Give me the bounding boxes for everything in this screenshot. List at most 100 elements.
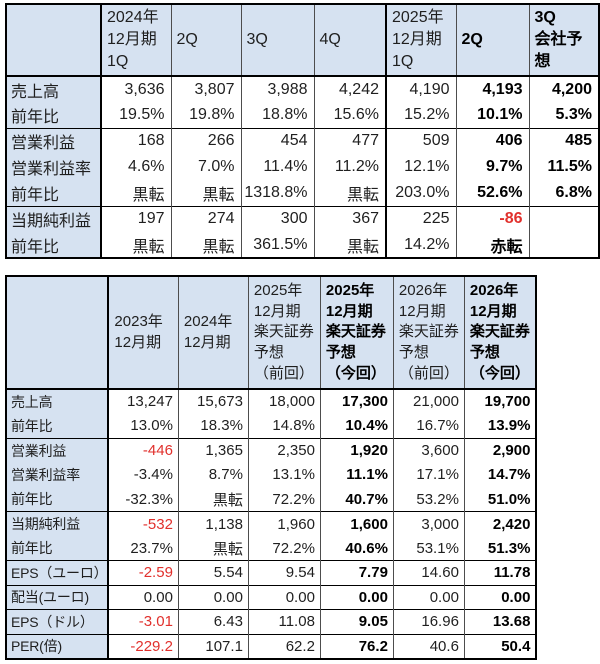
value-cell: 13.68 bbox=[463, 609, 537, 635]
value-cell: 0.00 bbox=[392, 584, 465, 610]
table-row: 売上高 13,247 15,673 18,000 17,300 21,000 19,700 bbox=[6, 388, 537, 414]
value-cell: 509 bbox=[385, 127, 456, 155]
value-cell: -446 bbox=[107, 437, 179, 463]
value-cell: 51.0% bbox=[463, 487, 537, 512]
row-label: 前年比 bbox=[6, 102, 102, 129]
value-cell: 黒転 bbox=[170, 180, 241, 207]
value-cell: 13.9% bbox=[463, 413, 537, 439]
value-cell: 黒転 bbox=[177, 536, 249, 561]
value-cell: 361.5% bbox=[240, 232, 314, 259]
value-cell: 14.60 bbox=[392, 560, 465, 586]
value-cell: 5.3% bbox=[528, 102, 599, 129]
value-cell: 10.4% bbox=[319, 413, 394, 439]
row-label: 営業利益 bbox=[6, 127, 102, 155]
table-row: 前年比 黒転 黒転 1318.8% 黒転 203.0% 52.6% 6.8% bbox=[6, 180, 599, 207]
value-cell: 454 bbox=[240, 127, 314, 155]
row-label: 当期純利益 bbox=[6, 511, 110, 537]
value-cell: 367 bbox=[313, 205, 386, 233]
value-cell: 52.6% bbox=[455, 180, 529, 207]
value-cell: 1,920 bbox=[319, 437, 394, 463]
value-cell: 0.00 bbox=[247, 584, 321, 610]
value-cell: 274 bbox=[170, 205, 241, 233]
row-label: 配当(ユーロ) bbox=[6, 584, 110, 610]
value-cell: 11.78 bbox=[463, 560, 537, 586]
value-cell: 黒転 bbox=[170, 232, 241, 259]
value-cell: 4,242 bbox=[313, 75, 386, 103]
column-header: 2026年 12月期 楽天証券 予想 （前回） bbox=[392, 276, 465, 390]
value-cell: 19,700 bbox=[463, 388, 537, 414]
table-row: 売上高 3,636 3,807 3,988 4,242 4,190 4,193 4,200 bbox=[6, 75, 599, 103]
value-cell: 14.2% bbox=[385, 232, 456, 259]
value-cell: 4.6% bbox=[100, 154, 171, 181]
value-cell: 17,300 bbox=[319, 388, 394, 414]
value-cell: 50.4 bbox=[463, 633, 537, 659]
column-header: 2025年 12月期 1Q bbox=[385, 4, 456, 77]
table-row: 前年比 23.7% 黒転 72.2% 40.6% 53.1% 51.3% bbox=[6, 536, 537, 561]
value-cell: 18,000 bbox=[247, 388, 321, 414]
value-cell: 黒転 bbox=[100, 180, 171, 207]
value-cell: 1,960 bbox=[247, 511, 321, 537]
value-cell: -3.01 bbox=[107, 609, 179, 635]
table-row: 営業利益率 -3.4% 8.7% 13.1% 11.1% 17.1% 14.7% bbox=[6, 462, 537, 488]
value-cell: 0.00 bbox=[319, 584, 394, 610]
value-cell: 12.1% bbox=[385, 154, 456, 181]
value-cell: 53.2% bbox=[392, 487, 465, 512]
value-cell: 62.2 bbox=[247, 633, 321, 659]
row-label: 営業利益率 bbox=[6, 154, 102, 181]
corner-cell bbox=[6, 276, 110, 390]
value-cell: 16.7% bbox=[392, 413, 465, 439]
value-cell: 406 bbox=[455, 127, 529, 155]
value-cell: 9.7% bbox=[455, 154, 529, 181]
value-cell: 15.2% bbox=[385, 102, 456, 129]
value-cell: 72.2% bbox=[247, 536, 321, 561]
value-cell: 14.8% bbox=[247, 413, 321, 439]
value-cell: 477 bbox=[313, 127, 386, 155]
value-cell: 13,247 bbox=[107, 388, 179, 414]
table-row: 前年比 19.5% 19.8% 18.8% 15.6% 15.2% 10.1% 5.3% bbox=[6, 102, 599, 129]
value-cell bbox=[528, 205, 599, 233]
table-row: 前年比 13.0% 18.3% 14.8% 10.4% 16.7% 13.9% bbox=[6, 413, 537, 439]
value-cell: 53.1% bbox=[392, 536, 465, 561]
value-cell: -86 bbox=[455, 205, 529, 233]
row-label: 前年比 bbox=[6, 536, 110, 561]
value-cell: 266 bbox=[170, 127, 241, 155]
value-cell: 14.7% bbox=[463, 462, 537, 488]
value-cell: 13.1% bbox=[247, 462, 321, 488]
value-cell: 9.54 bbox=[247, 560, 321, 586]
value-cell: 7.79 bbox=[319, 560, 394, 586]
value-cell: 21,000 bbox=[392, 388, 465, 414]
table-row: 営業利益 168 266 454 477 509 406 485 bbox=[6, 127, 599, 155]
value-cell: 10.1% bbox=[455, 102, 529, 129]
value-cell: 4,193 bbox=[455, 75, 529, 103]
value-cell: 0.00 bbox=[107, 584, 179, 610]
value-cell: -229.2 bbox=[107, 633, 179, 659]
value-cell: 6.43 bbox=[177, 609, 249, 635]
value-cell: 225 bbox=[385, 205, 456, 233]
column-header: 2025年 12月期 楽天証券 予想 （前回） bbox=[247, 276, 321, 390]
column-header: 2026年 12月期 楽天証券 予想 （今回） bbox=[463, 276, 537, 390]
annual-forecast-table: 2023年 12月期 2024年 12月期 2025年 12月期 楽天証券 予想 （… bbox=[5, 275, 538, 660]
row-label: 前年比 bbox=[6, 180, 102, 207]
column-header: 3Q 会社予想 bbox=[528, 4, 599, 77]
table-row: 前年比 黒転 黒転 361.5% 黒転 14.2% 赤転 bbox=[6, 232, 599, 259]
column-header: 3Q bbox=[240, 4, 314, 77]
value-cell: 11.5% bbox=[528, 154, 599, 181]
value-cell: 15.6% bbox=[313, 102, 386, 129]
value-cell: 黒転 bbox=[313, 180, 386, 207]
value-cell: 76.2 bbox=[319, 633, 394, 659]
value-cell: 15,673 bbox=[177, 388, 249, 414]
value-cell: 168 bbox=[100, 127, 171, 155]
column-header: 2025年 12月期 楽天証券 予想 （今回） bbox=[319, 276, 394, 390]
value-cell: 51.3% bbox=[463, 536, 537, 561]
value-cell: 23.7% bbox=[107, 536, 179, 561]
value-cell: 197 bbox=[100, 205, 171, 233]
value-cell: 1,600 bbox=[319, 511, 394, 537]
value-cell: -3.4% bbox=[107, 462, 179, 488]
column-header: 2023年 12月期 bbox=[107, 276, 179, 390]
value-cell: 203.0% bbox=[385, 180, 456, 207]
value-cell: 2,350 bbox=[247, 437, 321, 463]
column-header: 2024年 12月期 bbox=[177, 276, 249, 390]
value-cell: 3,636 bbox=[100, 75, 171, 103]
value-cell: 4,190 bbox=[385, 75, 456, 103]
